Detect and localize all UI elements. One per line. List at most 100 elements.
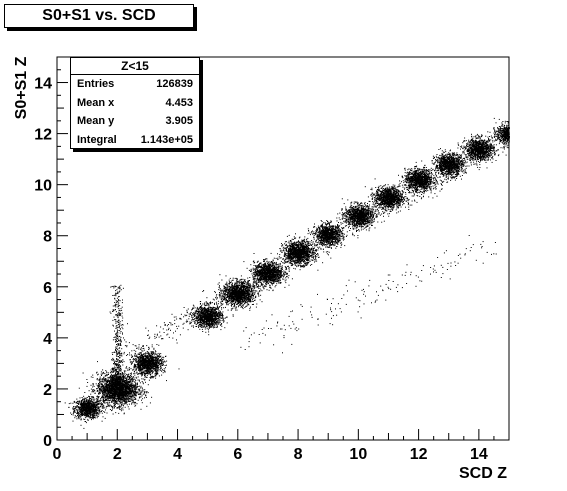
scatter-point bbox=[205, 305, 207, 307]
scatter-point bbox=[142, 361, 143, 363]
scatter-point bbox=[102, 401, 104, 402]
scatter-point bbox=[141, 354, 142, 356]
scatter-point bbox=[144, 356, 146, 358]
scatter-point bbox=[138, 361, 140, 363]
scatter-point bbox=[155, 367, 157, 369]
scatter-point bbox=[98, 399, 100, 401]
scatter-point bbox=[130, 389, 132, 391]
scatter-point bbox=[86, 405, 88, 407]
scatter-point bbox=[114, 392, 116, 393]
scatter-point bbox=[96, 401, 98, 403]
scatter-point bbox=[101, 380, 103, 382]
scatter-point bbox=[122, 407, 124, 409]
scatter-point bbox=[115, 401, 117, 403]
scatter-point bbox=[95, 404, 97, 405]
scatter-point bbox=[123, 381, 125, 383]
scatter-point bbox=[111, 374, 113, 376]
scatter-point bbox=[117, 385, 119, 387]
scatter-point bbox=[135, 384, 137, 386]
scatter-point bbox=[146, 358, 148, 360]
scatter-point bbox=[100, 391, 102, 393]
scatter-point bbox=[135, 398, 137, 400]
scatter-point bbox=[80, 424, 82, 426]
scatter-point bbox=[204, 305, 206, 307]
scatter-point bbox=[136, 384, 138, 386]
scatter-point bbox=[90, 402, 92, 404]
scatter-point bbox=[79, 416, 81, 418]
scatter-point bbox=[110, 392, 112, 394]
scatter-point bbox=[149, 402, 151, 404]
scatter-point bbox=[133, 387, 135, 389]
scatter-point bbox=[119, 394, 121, 396]
scatter-point bbox=[204, 328, 206, 330]
scatter-point bbox=[131, 386, 133, 388]
scatter-point bbox=[154, 360, 156, 362]
scatter-point bbox=[106, 371, 108, 373]
scatter-point bbox=[135, 389, 137, 390]
scatter-point bbox=[121, 389, 122, 391]
scatter-point bbox=[105, 398, 107, 400]
scatter-point bbox=[146, 356, 148, 358]
scatter-point bbox=[214, 320, 216, 321]
scatter-point bbox=[106, 390, 108, 392]
scatter-point bbox=[92, 401, 94, 403]
scatter-point bbox=[202, 331, 204, 332]
scatter-point bbox=[195, 317, 197, 319]
scatter-point bbox=[161, 360, 163, 362]
scatter-point bbox=[95, 414, 97, 416]
scatter-point bbox=[216, 324, 218, 326]
scatter-point bbox=[85, 414, 87, 416]
scatter-point bbox=[73, 412, 75, 414]
scatter-point bbox=[141, 359, 143, 361]
scatter-point bbox=[117, 391, 119, 393]
scatter-point bbox=[116, 386, 118, 388]
scatter-point bbox=[145, 365, 147, 367]
scatter-point bbox=[121, 390, 123, 392]
scatter-point bbox=[96, 390, 98, 392]
scatter-point bbox=[88, 410, 90, 412]
scatter-point bbox=[147, 359, 149, 361]
scatter-point bbox=[218, 310, 220, 312]
scatter-point bbox=[153, 357, 154, 359]
scatter-point bbox=[106, 384, 108, 386]
scatter-point bbox=[83, 427, 85, 429]
scatter-point bbox=[107, 377, 109, 379]
scatter-point bbox=[93, 409, 95, 411]
scatter-point bbox=[96, 372, 97, 374]
scatter-point bbox=[109, 386, 111, 388]
scatter-point bbox=[144, 370, 146, 372]
scatter-point bbox=[86, 379, 88, 380]
scatter-point bbox=[138, 346, 140, 348]
scatter-point bbox=[156, 361, 158, 363]
scatter-point bbox=[100, 405, 102, 407]
scatter-point bbox=[220, 329, 222, 331]
scatter-point bbox=[89, 416, 91, 418]
scatter-point bbox=[154, 364, 155, 366]
scatter-point bbox=[196, 310, 198, 312]
scatter-point bbox=[116, 398, 118, 400]
scatter-point bbox=[148, 351, 150, 353]
scatter-point bbox=[144, 376, 146, 378]
scatter-point bbox=[82, 398, 84, 400]
scatter-point bbox=[131, 355, 133, 357]
scatter-point bbox=[120, 379, 122, 380]
scatter-point bbox=[106, 396, 108, 398]
scatter-point bbox=[141, 390, 143, 392]
scatter-point bbox=[145, 373, 147, 375]
scatter-point bbox=[121, 373, 123, 375]
scatter-point bbox=[90, 407, 92, 408]
scatter-point bbox=[102, 392, 103, 394]
scatter-point bbox=[199, 318, 201, 320]
scatter-point bbox=[73, 401, 75, 403]
scatter-point bbox=[86, 406, 88, 408]
scatter-point bbox=[154, 350, 156, 352]
scatter-point bbox=[85, 412, 87, 413]
scatter-point bbox=[104, 379, 106, 381]
scatter-point bbox=[149, 366, 151, 368]
scatter-point bbox=[103, 378, 105, 380]
scatter-point bbox=[221, 317, 223, 319]
scatter-point bbox=[147, 372, 149, 374]
scatter-point bbox=[98, 396, 100, 398]
scatter-point bbox=[81, 400, 82, 402]
scatter-point bbox=[124, 377, 126, 379]
